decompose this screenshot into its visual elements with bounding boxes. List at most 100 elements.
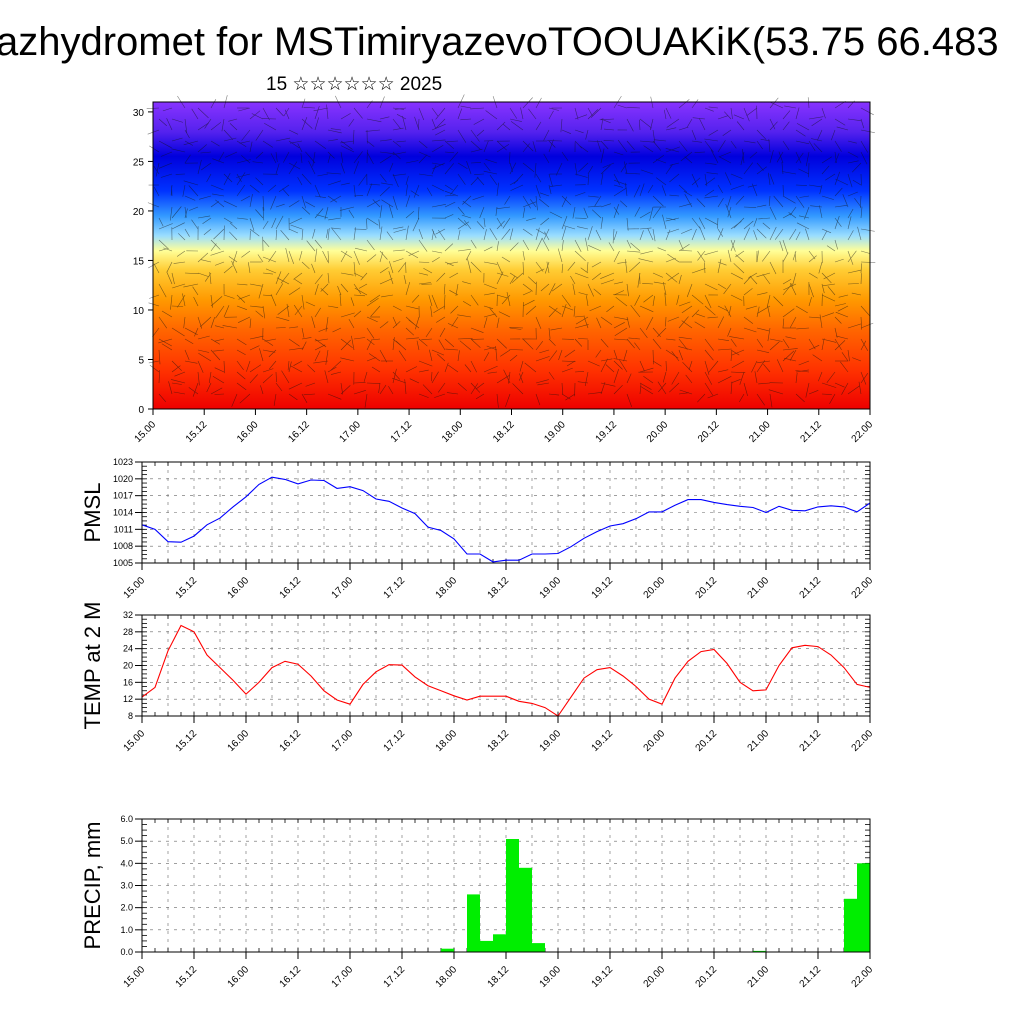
wind-vector xyxy=(496,294,508,299)
wind-vector xyxy=(548,173,553,187)
wind-vector xyxy=(613,349,618,360)
wind-vector xyxy=(834,217,842,227)
wind-vector xyxy=(535,121,542,131)
wind-vector xyxy=(535,356,550,362)
wind-vector xyxy=(223,217,233,224)
wind-vector xyxy=(158,118,167,127)
wind-vector xyxy=(288,228,299,234)
wind-vector xyxy=(727,195,732,208)
wind-vector xyxy=(248,262,251,274)
wind-vector xyxy=(684,194,693,208)
wind-vector xyxy=(756,162,764,171)
wind-vector xyxy=(663,281,667,296)
wind-vector xyxy=(680,228,693,234)
wind-vector xyxy=(602,162,615,168)
wind-vector xyxy=(551,283,563,292)
wind-vector xyxy=(504,195,511,205)
wind-vector xyxy=(653,139,667,142)
wind-vector xyxy=(782,348,798,351)
wind-vector xyxy=(753,217,758,227)
wind-vector xyxy=(650,118,654,131)
wind-vector xyxy=(847,283,859,285)
wind-vector xyxy=(314,283,319,296)
wind-vector xyxy=(613,250,620,263)
wind-vector xyxy=(173,391,186,395)
wind-vector xyxy=(718,156,732,164)
wind-vector xyxy=(293,360,303,366)
wind-vector xyxy=(796,222,810,230)
wind-vector xyxy=(418,360,433,367)
wind-vector xyxy=(184,129,190,139)
wind-vector xyxy=(313,360,329,364)
wind-vector xyxy=(316,214,329,219)
wind-vector xyxy=(392,151,407,156)
wind-vector xyxy=(756,349,770,353)
wind-vector xyxy=(519,373,524,384)
wind-vector xyxy=(676,294,680,305)
wind-vector xyxy=(431,250,443,254)
wind-vector xyxy=(789,206,797,216)
wind-vector xyxy=(535,228,546,235)
wind-vector xyxy=(449,290,459,296)
x-tick-label: 21.00 xyxy=(747,419,773,445)
wind-vector xyxy=(435,118,446,129)
wind-vector xyxy=(847,118,861,121)
wind-vector xyxy=(262,374,273,384)
wind-vector xyxy=(613,358,628,362)
wind-vector xyxy=(301,341,307,351)
wind-vector xyxy=(799,195,810,198)
wind-vector xyxy=(587,205,602,208)
wind-vector xyxy=(184,154,191,164)
wind-vector xyxy=(860,305,870,316)
wind-vector xyxy=(697,250,706,263)
y-tick-label: 32 xyxy=(123,610,133,620)
wind-vector xyxy=(444,190,459,197)
wind-vector xyxy=(691,177,701,186)
wind-vector xyxy=(288,347,304,351)
wind-vector xyxy=(795,372,798,384)
wind-vector xyxy=(505,393,511,407)
wind-vector xyxy=(857,226,862,241)
wind-vector xyxy=(457,129,467,143)
wind-vector xyxy=(197,360,204,373)
wind-vector xyxy=(294,305,303,316)
wind-vector xyxy=(431,230,434,241)
wind-vector xyxy=(685,374,693,384)
wind-vector xyxy=(860,118,865,129)
wind-vector xyxy=(496,121,506,131)
x-tick-label: 16.00 xyxy=(235,419,261,445)
wind-vector xyxy=(704,162,717,165)
wind-vector xyxy=(470,177,479,186)
wind-vector xyxy=(808,390,819,395)
wind-vector xyxy=(223,200,238,208)
wind-vector xyxy=(379,205,383,219)
wind-vector xyxy=(577,226,589,230)
wind-vector xyxy=(798,360,810,366)
wind-vector xyxy=(318,327,329,332)
wind-vector xyxy=(500,349,511,357)
wind-vector xyxy=(314,140,327,149)
wind-vector xyxy=(818,371,823,382)
wind-vector xyxy=(257,254,264,263)
wind-vector xyxy=(305,151,316,164)
wind-vector xyxy=(260,385,264,395)
wind-vector xyxy=(630,305,641,318)
wind-vector xyxy=(379,226,383,241)
wind-vector xyxy=(223,360,225,374)
wind-vector xyxy=(326,228,329,239)
wind-vector xyxy=(691,217,701,229)
wind-vector xyxy=(177,233,186,241)
wind-vector xyxy=(297,143,303,153)
wind-vector xyxy=(158,223,173,230)
wind-vector xyxy=(353,390,366,395)
wind-vector xyxy=(527,276,537,285)
wind-vector xyxy=(436,316,446,323)
wind-vector xyxy=(240,195,251,202)
wind-vector xyxy=(613,290,625,296)
wind-vector xyxy=(783,283,797,291)
temp-panel: 8 12 16 20 24 28 32 15.00 15.12 16.00 16.12 17.00 17… xyxy=(80,602,875,754)
wind-vector xyxy=(396,114,407,120)
wind-vector xyxy=(418,206,420,220)
wind-vector xyxy=(736,121,745,131)
wind-vector xyxy=(789,349,797,361)
